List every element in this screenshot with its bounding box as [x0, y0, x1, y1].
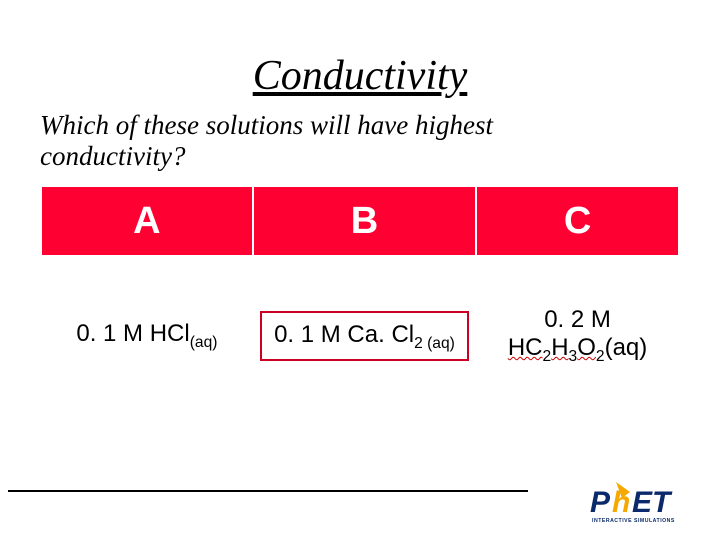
- options-table: A B C 0. 1 M HCl(aq) 0. 1 M Ca. Cl2 (aq)…: [40, 185, 680, 417]
- cell-c-formula: HC2H3O2(aq): [477, 334, 678, 366]
- cell-a: 0. 1 M HCl(aq): [41, 256, 253, 416]
- cell-c-mid1: H: [551, 334, 568, 361]
- cell-b-text: 0. 1 M Ca. Cl: [274, 321, 414, 348]
- header-b: B: [253, 186, 476, 256]
- bottom-rule: [8, 490, 528, 492]
- cell-c-pre: HC: [508, 334, 543, 361]
- header-c: C: [476, 186, 679, 256]
- logo-subtitle: INTERACTIVE SIMULATIONS: [592, 518, 675, 524]
- cell-c-formula-wavy: HC2H3O2: [508, 334, 605, 361]
- cell-c-sub2: 3: [569, 348, 578, 365]
- slide-title: Conductivity: [0, 52, 720, 100]
- table-header-row: A B C: [41, 186, 679, 256]
- phet-logo: P h ET INTERACTIVE SIMULATIONS: [586, 478, 696, 528]
- cell-b-sub: 2 (aq): [414, 335, 455, 352]
- logo-et: ET: [632, 486, 673, 519]
- cell-c-sub3: 2: [596, 348, 605, 365]
- question-text: Which of these solutions will have highe…: [40, 110, 630, 172]
- cell-a-sub: (aq): [190, 334, 218, 351]
- cell-b-highlight: 0. 1 M Ca. Cl2 (aq): [260, 311, 469, 361]
- phet-logo-svg: P h ET INTERACTIVE SIMULATIONS: [586, 478, 696, 528]
- table-body-row: 0. 1 M HCl(aq) 0. 1 M Ca. Cl2 (aq) 0. 2 …: [41, 256, 679, 416]
- slide: Conductivity Which of these solutions wi…: [0, 0, 720, 540]
- cell-c: 0. 2 M HC2H3O2(aq): [476, 256, 679, 416]
- cell-c-line1: 0. 2 M: [477, 306, 678, 334]
- logo-h: h: [612, 486, 630, 519]
- logo-p: P: [590, 486, 611, 519]
- cell-c-tail: (aq): [605, 334, 648, 361]
- cell-c-mid2: O: [577, 334, 596, 361]
- header-a: A: [41, 186, 253, 256]
- cell-b: 0. 1 M Ca. Cl2 (aq): [253, 256, 476, 416]
- cell-a-text: 0. 1 M HCl: [76, 320, 189, 347]
- cell-c-sub1: 2: [543, 348, 552, 365]
